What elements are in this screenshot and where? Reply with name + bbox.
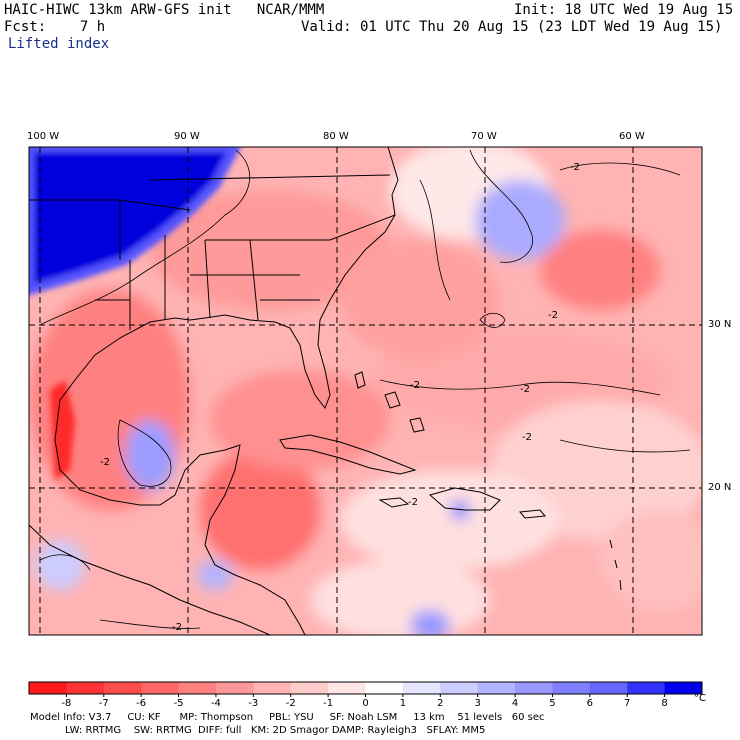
colorbar-tick-label: -7 [99, 698, 109, 709]
colorbar [28, 681, 703, 695]
lon-label-90w: 90 W [174, 131, 200, 142]
colorbar-cell [103, 682, 142, 694]
colorbar-tick-label: -5 [174, 698, 184, 709]
valid-time: Valid: 01 UTC Thu 20 Aug 15 (23 LDT Wed … [301, 19, 723, 35]
colorbar-tick-label: 8 [661, 698, 667, 709]
colorbar-cell [328, 682, 366, 694]
lon-label-70w: 70 W [471, 131, 497, 142]
colorbar-cell [402, 682, 441, 694]
model-info-line2: LW: RRTMG SW: RRTMG DIFF: full KM: 2D Sm… [30, 725, 486, 736]
colorbar-cell [515, 682, 553, 694]
colorbar-cell [29, 682, 67, 694]
colorbar-tick-label: 2 [437, 698, 443, 709]
forecast-hour: Fcst: 7 h [4, 19, 106, 35]
colorbar-cell [290, 682, 329, 694]
colorbar-cell [253, 682, 292, 694]
colorbar-cell [215, 682, 254, 694]
colorbar-cell [178, 682, 217, 694]
contour-label: -2 [410, 380, 420, 391]
field-name: Lifted index [8, 36, 110, 52]
lon-label-100w: 100 W [27, 131, 60, 142]
colorbar-cell [365, 682, 404, 694]
colorbar-tick-label: -8 [61, 698, 71, 709]
init-time: Init: 18 UTC Wed 19 Aug 15 [514, 2, 734, 18]
colorbar-cell [477, 682, 516, 694]
lon-label-80w: 80 W [323, 131, 349, 142]
contours [39, 149, 691, 629]
colorbar-tick-label: -2 [286, 698, 296, 709]
contour-label: -2 [100, 457, 110, 468]
contour-label: -2 [570, 162, 580, 173]
contour-label-group: -2 -2 -2 -2 -2 -2 -2 -2 [100, 162, 580, 633]
model-title: HAIC-HIWC 13km ARW-GFS init NCAR/MMM [4, 2, 325, 18]
colorbar-tick-label: -3 [248, 698, 258, 709]
contour-label: -2 [520, 384, 530, 395]
contour-label: -2 [548, 310, 558, 321]
colorbar-tick-label: -1 [323, 698, 333, 709]
colorbar-cell [440, 682, 479, 694]
colorbar-tick-label: 7 [624, 698, 630, 709]
colorbar-tick-label: 5 [549, 698, 555, 709]
contour-label: -2 [172, 622, 182, 633]
lat-lon-grid [29, 147, 702, 635]
contour-label: -2 [522, 432, 532, 443]
colorbar-cell [627, 682, 666, 694]
colorbar-cell [141, 682, 180, 694]
colorbar-cell [589, 682, 628, 694]
lon-label-60w: 60 W [619, 131, 645, 142]
colorbar-tick-label: 1 [400, 698, 406, 709]
colorbar-tick-label: 0 [362, 698, 368, 709]
lat-label-20n: 20 N [708, 482, 732, 493]
lat-label-30n: 30 N [708, 319, 732, 330]
colorbar-unit: °C [694, 693, 706, 704]
shaded-field [29, 147, 702, 635]
model-info-line1: Model Info: V3.7 CU: KF MP: Thompson PBL… [30, 712, 545, 723]
colorbar-tick-label: 3 [474, 698, 480, 709]
colorbar-ticks: -8 -7 -6 -5 -4 -3 -2 -1 0 1 2 3 4 5 6 7 8 [61, 694, 668, 709]
colorbar-tick-label: -6 [136, 698, 146, 709]
contour-label: -2 [408, 497, 418, 508]
colorbar-cell [552, 682, 591, 694]
colorbar-cell [664, 682, 703, 694]
map-frame [28, 146, 703, 636]
colorbar-tick-label: -4 [211, 698, 221, 709]
coastlines [29, 147, 622, 635]
colorbar-tick-label: 4 [512, 698, 518, 709]
colorbar-cell [66, 682, 105, 694]
colorbar-tick-label: 6 [587, 698, 593, 709]
